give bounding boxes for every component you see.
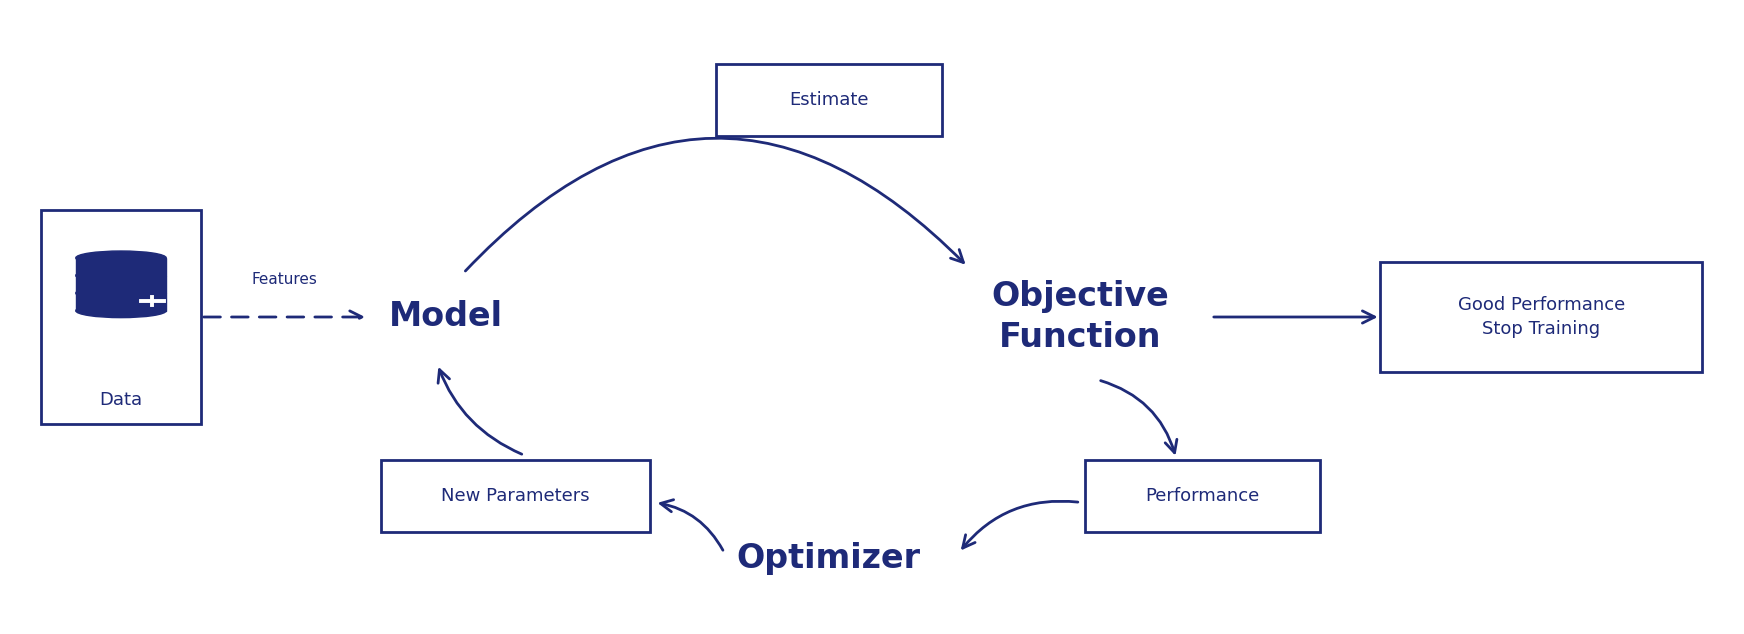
Text: Estimate: Estimate	[788, 91, 869, 109]
FancyBboxPatch shape	[715, 64, 942, 136]
Text: Data: Data	[99, 391, 143, 409]
Text: Optimizer: Optimizer	[736, 543, 921, 576]
Text: New Parameters: New Parameters	[441, 487, 589, 505]
Text: Good Performance
Stop Training: Good Performance Stop Training	[1458, 295, 1625, 339]
FancyBboxPatch shape	[1085, 460, 1320, 532]
Text: Features: Features	[251, 272, 317, 287]
FancyBboxPatch shape	[42, 210, 201, 424]
Bar	[75, 293, 166, 311]
Ellipse shape	[75, 286, 166, 300]
Text: Performance: Performance	[1146, 487, 1259, 505]
Bar	[75, 258, 166, 276]
FancyBboxPatch shape	[380, 460, 651, 532]
Text: Objective
Function: Objective Function	[992, 280, 1170, 354]
Text: Model: Model	[389, 301, 502, 333]
Ellipse shape	[75, 269, 166, 282]
FancyBboxPatch shape	[1381, 262, 1702, 372]
Ellipse shape	[75, 304, 166, 318]
Bar	[75, 276, 166, 293]
Ellipse shape	[75, 251, 166, 265]
